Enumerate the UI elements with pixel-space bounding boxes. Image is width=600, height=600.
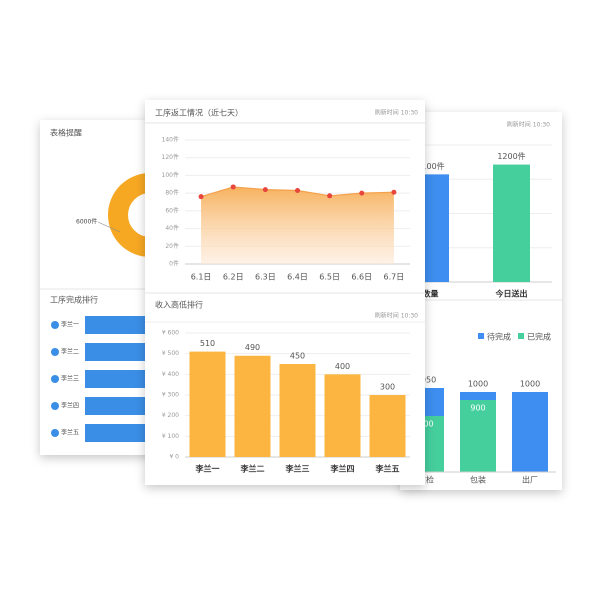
- x-tick-label: 李兰四: [330, 464, 355, 474]
- refresh-time: 刷新时间 10:30: [375, 312, 418, 320]
- y-tick-label: 0件: [169, 260, 179, 268]
- row-name: 李兰五: [61, 429, 79, 437]
- y-tick-label: 120件: [162, 153, 179, 161]
- avatar: [51, 402, 59, 410]
- y-tick-label: ¥ 300: [162, 392, 179, 399]
- x-tick-label: 6.3日: [255, 273, 276, 282]
- value-label: 1000: [468, 380, 488, 389]
- point: [198, 194, 204, 200]
- x-tick-label: 今日送出: [495, 289, 528, 299]
- bar: [279, 364, 316, 457]
- x-tick-label: 6.6日: [351, 273, 372, 282]
- point: [359, 190, 365, 196]
- y-tick-label: ¥ 400: [162, 371, 179, 378]
- x-tick-label: 李兰三: [285, 464, 310, 474]
- avatar: [51, 348, 59, 356]
- x-tick-label: 出厂: [522, 475, 538, 485]
- y-tick-label: 80件: [165, 189, 179, 197]
- avatar: [51, 429, 59, 437]
- bar: [493, 164, 530, 282]
- y-tick-label: ¥ 200: [162, 412, 179, 419]
- value-label: 490: [245, 343, 260, 352]
- point: [262, 187, 268, 193]
- y-tick-label: 20件: [165, 242, 179, 250]
- refresh-time: 刷新时间 10:30: [507, 121, 550, 129]
- point: [327, 193, 333, 199]
- y-tick-label: 40件: [165, 224, 179, 232]
- x-tick-label: 李兰五: [375, 464, 400, 474]
- point: [391, 189, 397, 195]
- y-tick-label: 60件: [165, 206, 179, 214]
- legend-swatch: [478, 333, 484, 339]
- row-name: 李兰四: [61, 402, 79, 410]
- x-tick-label: 6.4日: [287, 273, 308, 282]
- card-title: 收入高低排行: [155, 300, 203, 310]
- front-panel: 工序返工情况（近七天） 刷新时间 10:30 0件 20件 40件 60件 80件 100件 1…: [145, 100, 425, 485]
- y-tick-label: 100件: [162, 171, 179, 179]
- x-tick-label: 数量: [423, 289, 439, 299]
- bar: [512, 392, 548, 472]
- value-label: 1050: [416, 376, 436, 385]
- value-label: 450: [290, 352, 305, 361]
- value-label: 1100件: [416, 161, 444, 171]
- x-tick-label: 6.5日: [319, 273, 340, 282]
- y-tick-label: ¥ 600: [162, 330, 179, 337]
- row-name: 李兰二: [61, 348, 79, 356]
- legend-label: 待完成: [487, 332, 511, 342]
- value-label: 400: [335, 362, 350, 371]
- row-name: 李兰一: [61, 321, 79, 329]
- x-tick-label: 包装: [470, 475, 486, 485]
- y-tick-label: ¥ 500: [162, 350, 179, 357]
- y-tick-label: ¥ 100: [162, 433, 179, 440]
- value-label: 900: [470, 404, 485, 413]
- bar: [189, 351, 226, 457]
- card-title: 工序完成排行: [50, 295, 98, 305]
- x-tick-label: 质检: [418, 475, 434, 485]
- avatar: [51, 375, 59, 383]
- x-tick-label: 6.1日: [191, 273, 212, 282]
- area: [201, 186, 394, 264]
- value-label: 510: [200, 339, 215, 348]
- x-tick-label: 李兰二: [240, 464, 265, 474]
- bar: [324, 374, 361, 457]
- bar: [234, 355, 271, 457]
- value-label: 700: [418, 420, 433, 429]
- y-tick-label: ¥ 0: [169, 454, 179, 461]
- card-title: 工序返工情况（近七天）: [155, 108, 243, 118]
- point: [295, 187, 300, 193]
- y-tick-label: 140件: [162, 136, 179, 144]
- row-name: 李兰三: [61, 375, 79, 383]
- point: [230, 184, 236, 190]
- card-title: 表格提醒: [50, 128, 82, 138]
- x-tick-label: 6.2日: [223, 273, 244, 282]
- value-label: 1200件: [497, 151, 525, 161]
- refresh-time: 刷新时间 10:30: [375, 109, 418, 117]
- bar: [460, 400, 496, 472]
- avatar: [51, 321, 59, 329]
- x-tick-label: 6.7日: [384, 273, 405, 282]
- value-label: 1000: [520, 380, 540, 389]
- legend-swatch: [518, 333, 524, 339]
- value-label: 300: [380, 383, 395, 392]
- legend-label: 已完成: [527, 332, 551, 342]
- bar: [369, 395, 406, 457]
- leader: [97, 221, 121, 233]
- x-tick-label: 李兰一: [195, 464, 220, 474]
- donut-label: 6000件: [76, 218, 97, 226]
